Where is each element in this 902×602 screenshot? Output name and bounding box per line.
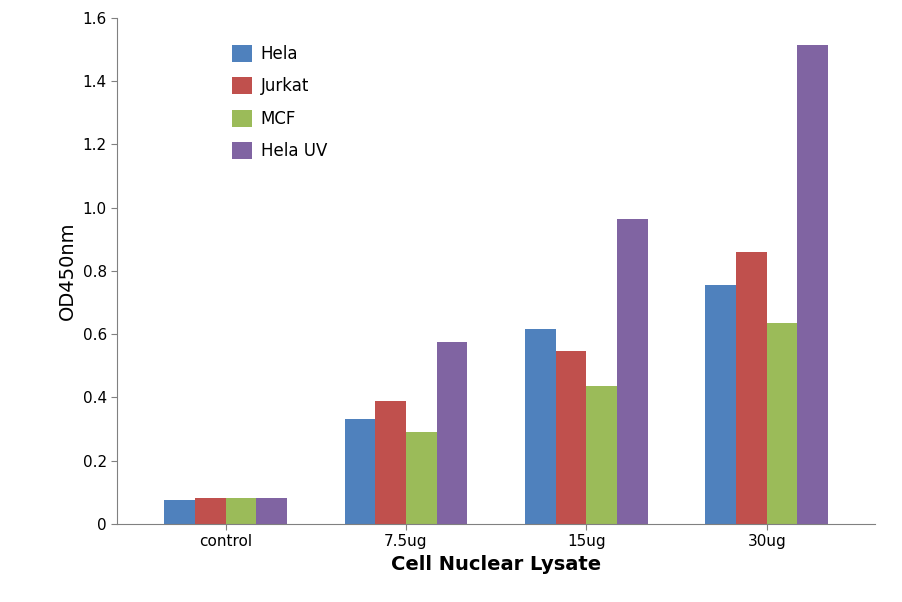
- Legend: Hela, Jurkat, MCF, Hela UV: Hela, Jurkat, MCF, Hela UV: [224, 37, 336, 169]
- Bar: [525, 329, 556, 524]
- Bar: [256, 498, 287, 524]
- Bar: [586, 386, 617, 524]
- Bar: [617, 219, 648, 524]
- Bar: [195, 498, 226, 524]
- Bar: [406, 432, 437, 524]
- Bar: [736, 252, 767, 524]
- Bar: [345, 420, 375, 524]
- Bar: [705, 285, 736, 524]
- Bar: [226, 498, 256, 524]
- Bar: [767, 323, 797, 524]
- Y-axis label: OD450nm: OD450nm: [58, 222, 77, 320]
- Bar: [375, 401, 406, 524]
- X-axis label: Cell Nuclear Lysate: Cell Nuclear Lysate: [391, 554, 601, 574]
- Bar: [437, 342, 467, 524]
- Bar: [797, 45, 828, 524]
- Bar: [556, 351, 586, 524]
- Bar: [164, 500, 195, 524]
